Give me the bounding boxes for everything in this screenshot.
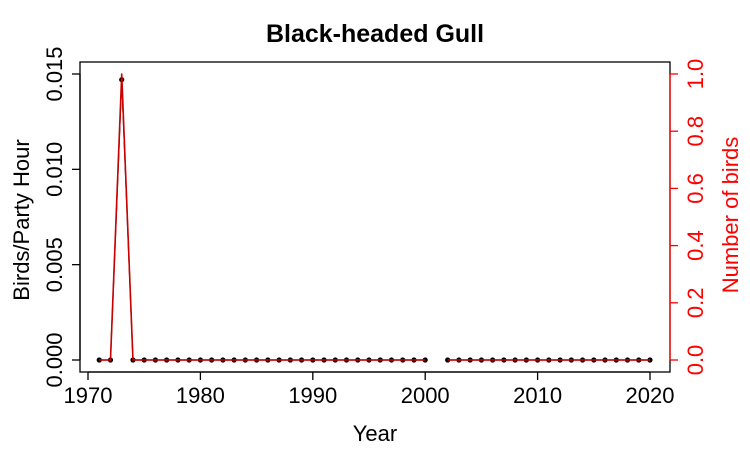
x-axis-label: Year (353, 421, 397, 446)
chart-title: Black-headed Gull (266, 20, 484, 48)
x-tick-label: 2020 (626, 383, 675, 408)
y-tick-label-left: 0.000 (42, 332, 67, 387)
y-tick-label-right: 1.0 (683, 59, 708, 90)
series-number-of-birds-line (99, 73, 426, 361)
y-tick-label-left: 0.015 (42, 46, 67, 101)
y-tick-label-left: 0.010 (42, 142, 67, 197)
y-tick-label-right: 0.6 (683, 173, 708, 204)
y-axis-label-right: Number of birds (718, 137, 743, 294)
y-tick-label-right: 0.0 (683, 345, 708, 376)
x-axis: 1970 1980 1990 2000 2010 2020 (64, 371, 675, 408)
y-tick-label-right: 0.8 (683, 116, 708, 147)
y-axis-right: 0.0 0.2 0.4 0.6 0.8 1.0 (669, 59, 708, 376)
x-tick-label: 1990 (288, 383, 337, 408)
series-birds-per-party-hour-line (99, 79, 426, 361)
y-tick-label-right: 0.2 (683, 288, 708, 319)
x-tick-label: 2000 (401, 383, 450, 408)
x-tick-label: 2010 (513, 383, 562, 408)
y-tick-label-right: 0.4 (683, 230, 708, 261)
y-axis-label-left: Birds/Party Hour (9, 139, 34, 300)
y-tick-label-left: 0.005 (42, 237, 67, 292)
series-layer (96, 73, 653, 363)
plot-box (79, 61, 671, 373)
y-axis-left: 0.000 0.005 0.010 0.015 (42, 46, 81, 388)
x-tick-label: 1970 (64, 383, 113, 408)
series-birds-per-party-hour (96, 77, 653, 363)
series-number-of-birds (99, 73, 650, 361)
x-tick-label: 1980 (176, 383, 225, 408)
